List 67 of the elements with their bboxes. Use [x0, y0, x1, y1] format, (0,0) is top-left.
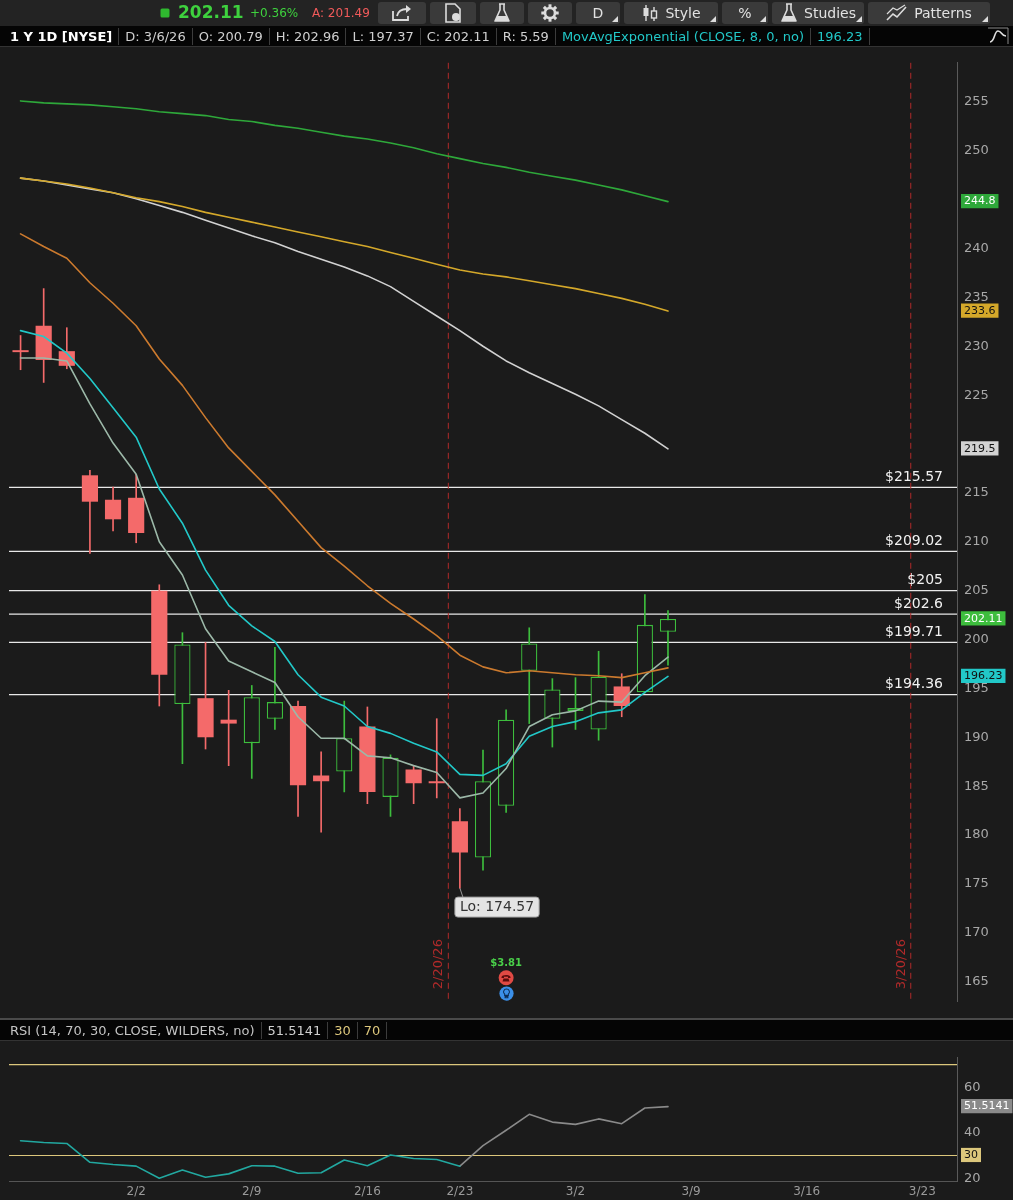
- text: 196.23: [811, 27, 870, 45]
- text: +0.36%: [250, 6, 299, 20]
- text: L: 197.37: [346, 27, 421, 45]
- x-tick-label: 2/9: [242, 1183, 262, 1198]
- chart-title: RSI (14, 70, 30, CLOSE, WILDERS, no): [4, 1021, 262, 1039]
- y-tick-label: 235: [964, 288, 989, 304]
- y-tick-label: 20: [964, 1169, 981, 1185]
- text: D: [592, 5, 604, 21]
- text: H: 202.96: [269, 27, 347, 45]
- y-tick-label: 200: [964, 630, 989, 646]
- y-tick-label: 40: [964, 1124, 981, 1140]
- text: Studies: [804, 5, 856, 21]
- x-tick-label: 3/16: [793, 1183, 821, 1198]
- text: 51.5141: [261, 1021, 329, 1039]
- series-label: $3.81: [490, 957, 522, 969]
- y-tick-label: 51.5141: [964, 1099, 1010, 1113]
- ref-line-label: $209.02: [885, 532, 943, 548]
- ref-line-label: $202.6: [894, 594, 944, 611]
- text: D: 3/6/26: [119, 27, 193, 45]
- y-tick-label: 205: [964, 582, 989, 598]
- text: A: 201.49: [312, 6, 370, 20]
- y-tick-label: 185: [964, 777, 989, 793]
- y-tick-label: 233.6: [964, 303, 996, 317]
- y-tick-label: 196.23: [964, 669, 1003, 683]
- candlestick: [313, 751, 330, 833]
- y-tick-label: 175: [964, 875, 989, 891]
- y-tick-label: 190: [964, 728, 989, 744]
- y-tick-label: 244.8: [964, 194, 996, 208]
- y-tick-label: 255: [964, 93, 989, 109]
- y-tick-label: 240: [964, 239, 989, 255]
- text: Patterns: [914, 5, 972, 21]
- ref-line-label: 30: [328, 1021, 358, 1039]
- text: O: 200.79: [192, 27, 270, 45]
- text: C: 202.11: [420, 27, 497, 45]
- x-tick-label: 3/23: [908, 1183, 936, 1198]
- annotation: 3/20/26: [892, 939, 908, 990]
- y-tick-label: 225: [964, 386, 989, 402]
- text: Style: [665, 5, 701, 21]
- text: %: [738, 5, 752, 21]
- y-tick-label: 210: [964, 533, 989, 549]
- annotation: Lo: 174.57: [459, 898, 535, 915]
- text: 202.11: [178, 2, 244, 22]
- ref-line-label: $199.71: [885, 623, 943, 639]
- x-tick-label: 2/16: [353, 1183, 381, 1198]
- x-tick-label: 3/2: [565, 1183, 586, 1198]
- x-tick-label: 3/9: [681, 1183, 701, 1198]
- candlestick: [428, 718, 445, 799]
- y-tick-label: 30: [964, 1148, 978, 1162]
- y-tick-label: 230: [964, 337, 989, 353]
- y-tick-label: 219.5: [964, 441, 996, 455]
- y-tick-label: 60: [964, 1078, 981, 1094]
- y-tick-label: 202.11: [964, 611, 1003, 625]
- x-tick-label: 2/23: [446, 1183, 474, 1198]
- ref-line-label: $194.36: [885, 675, 944, 692]
- text: MovAvgExponential (CLOSE, 8, 0, no): [555, 27, 812, 45]
- ref-line-label: $205: [907, 571, 943, 588]
- chart-title: 1 Y 1D [NYSE]: [4, 27, 120, 45]
- text: R: 5.59: [496, 27, 556, 45]
- ref-line-label: $215.57: [885, 467, 943, 484]
- y-tick-label: 180: [964, 826, 989, 842]
- y-tick-label: 215: [964, 484, 989, 500]
- annotation: 2/20/26: [430, 939, 446, 990]
- y-tick-label: 170: [964, 924, 989, 940]
- x-tick-label: 2/2: [126, 1183, 146, 1198]
- ref-line-label: 70: [357, 1021, 388, 1039]
- y-tick-label: 250: [964, 142, 989, 158]
- y-tick-label: 165: [964, 973, 989, 989]
